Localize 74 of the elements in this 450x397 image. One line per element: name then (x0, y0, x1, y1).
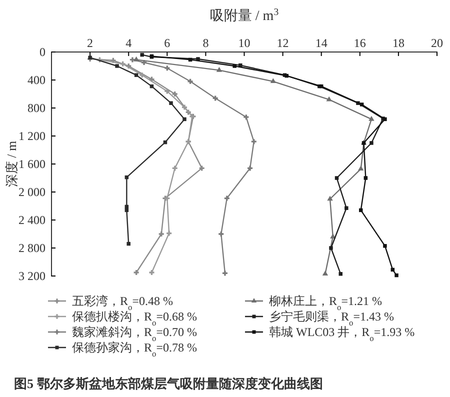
point (360, 102, 364, 106)
point (344, 206, 348, 210)
y-tick-label: 0 (40, 44, 46, 59)
point (164, 66, 170, 71)
point (130, 57, 135, 62)
y-tick-label: 1 600 (18, 156, 46, 171)
x-tick-label: 20 (431, 36, 443, 50)
point (244, 114, 249, 120)
y-axis-title: 深度 / m (4, 140, 19, 188)
point (364, 176, 368, 180)
point (133, 56, 140, 62)
point (134, 73, 138, 77)
legend-label: 乡宁毛则渠，R$_{o}$=1.43 % (269, 310, 394, 327)
legend-label: 魏家滩斜沟，R$_{o}$=0.70 % (72, 325, 197, 342)
point (329, 246, 333, 250)
y-tick-label: 400 (28, 72, 46, 87)
point (334, 176, 339, 180)
point (182, 117, 186, 122)
x-tick-label: 4 (126, 36, 132, 50)
point (222, 270, 228, 276)
point (270, 78, 276, 84)
legend-label: 五彩湾，R$_{o}$=0.48 % (72, 294, 173, 312)
point (140, 52, 144, 57)
legend-label: 柳林庄上，R$_{o}$=1.21 % (269, 294, 382, 312)
y-tick-label: 800 (28, 100, 46, 115)
point (120, 61, 126, 66)
point (134, 270, 139, 276)
point (126, 242, 130, 246)
point (142, 60, 147, 66)
x-tick-label: 18 (392, 36, 404, 50)
point (368, 116, 374, 121)
y-tick-label: 2 400 (18, 212, 46, 227)
x-tick-label: 10 (238, 36, 250, 50)
point (218, 231, 224, 237)
point (115, 64, 119, 68)
x-tick-label: 2 (87, 36, 94, 50)
point (164, 88, 170, 94)
point (158, 231, 164, 237)
y-tick-label: 2 800 (18, 240, 46, 255)
text: 图5 鄂尔多斯盆地东部煤层气吸附量随深度变化曲线图 (14, 376, 323, 391)
x-tick-label: 8 (202, 36, 209, 50)
x-tick-label: 14 (315, 36, 328, 50)
x-tick-label: 12 (276, 36, 289, 50)
point (327, 196, 333, 201)
x-tick-label: 6 (164, 36, 170, 50)
y-tick-label: 3 200 (18, 268, 46, 283)
point (248, 166, 253, 171)
legend-label: 保德扒楼沟，R$_{o}$=0.68 % (72, 310, 197, 327)
point (199, 166, 204, 171)
point (182, 104, 188, 110)
legend-label: 保德孙家沟，R$_{o}$=0.78 % (72, 340, 197, 358)
point (383, 244, 387, 248)
point (358, 166, 364, 171)
point (216, 66, 222, 72)
point (224, 196, 230, 201)
y-tick-label: 2 000 (18, 184, 46, 199)
point (394, 273, 398, 278)
point (322, 270, 328, 276)
point (370, 141, 374, 145)
point (149, 270, 154, 276)
point (232, 64, 236, 68)
point (172, 166, 178, 171)
point (188, 78, 193, 84)
x-tick-label: 16 (354, 36, 366, 50)
point (166, 230, 172, 236)
point (212, 96, 218, 101)
point (169, 101, 173, 105)
point (251, 139, 256, 144)
legend-label: 韩城 WLC03 井，R$_{o}$=1.93 % (269, 325, 415, 342)
point (338, 272, 342, 276)
point (172, 91, 178, 97)
y-tick-label: 1 200 (18, 128, 46, 143)
x-axis-title: 吸附量 / m$^{3}$ (210, 6, 279, 24)
point (140, 72, 145, 78)
